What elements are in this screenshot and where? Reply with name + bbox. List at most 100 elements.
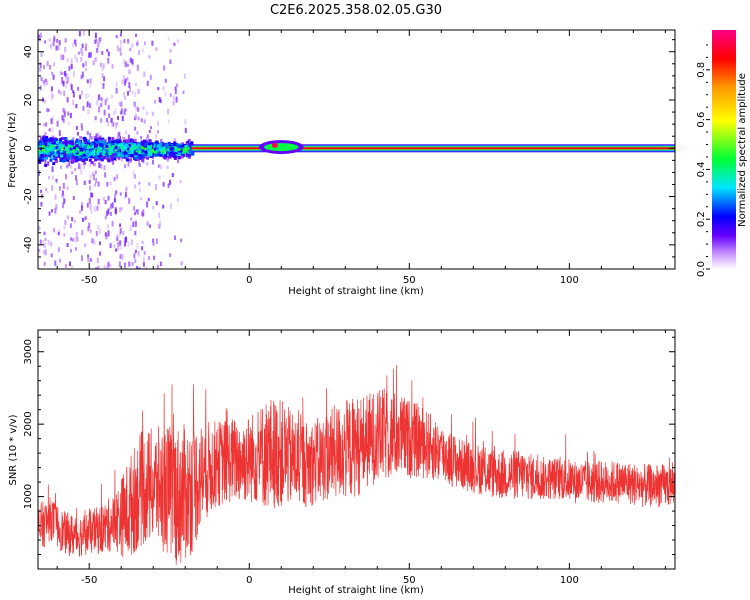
noise-speck [99, 36, 102, 42]
noise-speck [113, 176, 116, 182]
figure-title: C2E6.2025.358.02.05.G30 [270, 3, 442, 18]
noise-speck [84, 216, 87, 220]
band-cell [181, 142, 185, 146]
noise-speck [135, 113, 137, 119]
band-cell [141, 149, 145, 153]
noise-speck [130, 224, 133, 229]
band-cell [191, 152, 195, 156]
noise-speck [107, 120, 110, 127]
band-cell [67, 156, 71, 160]
noise-speck [140, 118, 143, 123]
noise-speck [134, 258, 137, 263]
noise-speck [146, 162, 149, 166]
band-cell [88, 152, 92, 156]
snr-series-line [38, 364, 675, 566]
noise-speck [91, 238, 94, 244]
band-cell [107, 141, 111, 144]
band-cell [177, 152, 181, 156]
band-cell [75, 144, 79, 148]
band-cell [166, 150, 170, 154]
band-cell [114, 154, 118, 158]
noise-speck [124, 164, 127, 169]
noise-speck [44, 78, 47, 83]
noise-speck [144, 41, 146, 46]
noise-speck [124, 130, 127, 135]
noise-speck [140, 135, 143, 140]
noise-speck [40, 194, 43, 198]
noise-speck [58, 228, 61, 235]
noise-speck [137, 107, 140, 112]
band-cell [82, 141, 86, 145]
noise-speck [106, 97, 109, 102]
band-cell [91, 150, 95, 154]
noise-speck [167, 108, 170, 115]
band-cell [145, 136, 149, 140]
band-cell [64, 137, 68, 141]
noise-speck [128, 82, 131, 89]
noise-speck [76, 237, 79, 242]
band-cell [142, 142, 145, 146]
noise-speck [149, 74, 152, 80]
noise-speck [98, 228, 101, 235]
noise-speck [97, 198, 100, 205]
band-cell [41, 145, 45, 149]
noise-speck [180, 261, 183, 266]
noise-speck [111, 220, 114, 227]
band-cell [127, 150, 131, 154]
noise-speck [155, 134, 158, 139]
band-cell [57, 147, 61, 151]
noise-speck [173, 42, 176, 46]
band-cell [88, 158, 92, 162]
band-cell [178, 156, 181, 159]
x-tick-label: 0 [246, 575, 252, 586]
band-cell [64, 143, 68, 147]
band-cell [39, 137, 43, 141]
noise-speck [119, 52, 122, 56]
band-cell [108, 152, 112, 155]
band-cell [111, 153, 115, 157]
noise-speck [176, 198, 179, 202]
band-cell [135, 150, 139, 154]
band-cell [175, 147, 179, 151]
noise-speck [115, 248, 118, 252]
noise-speck [143, 119, 146, 124]
band-cell [81, 143, 84, 147]
noise-speck [57, 231, 60, 236]
band-cell [102, 152, 106, 156]
band-cell [144, 150, 148, 154]
band-cell [152, 147, 156, 151]
snr-plot-area [38, 364, 675, 566]
band-cell [113, 143, 117, 147]
noise-speck [97, 132, 100, 139]
noise-speck [115, 87, 118, 94]
band-cell [133, 146, 137, 150]
noise-speck [118, 131, 121, 138]
noise-speck [64, 219, 67, 225]
noise-speck [119, 228, 122, 234]
band-cell [110, 157, 114, 161]
band-cell [106, 158, 110, 162]
band-cell [122, 145, 126, 149]
noise-speck [172, 95, 175, 102]
band-cell [138, 156, 142, 160]
noise-speck [38, 170, 40, 176]
noise-speck [76, 131, 79, 136]
noise-speck [60, 165, 63, 170]
noise-speck [117, 242, 120, 247]
noise-speck [148, 55, 151, 59]
band-cell [129, 158, 133, 162]
band-cell [140, 154, 144, 158]
noise-speck [47, 161, 50, 166]
band-cell [118, 139, 122, 143]
noise-speck [69, 223, 72, 228]
noise-speck [148, 182, 151, 186]
band-cell [163, 151, 166, 155]
noise-speck [141, 246, 144, 251]
noise-speck [106, 49, 109, 53]
band-cell [120, 147, 124, 150]
band-cell [166, 153, 170, 157]
noise-speck [155, 184, 157, 191]
noise-speck [88, 180, 91, 184]
noise-speck [103, 165, 106, 171]
